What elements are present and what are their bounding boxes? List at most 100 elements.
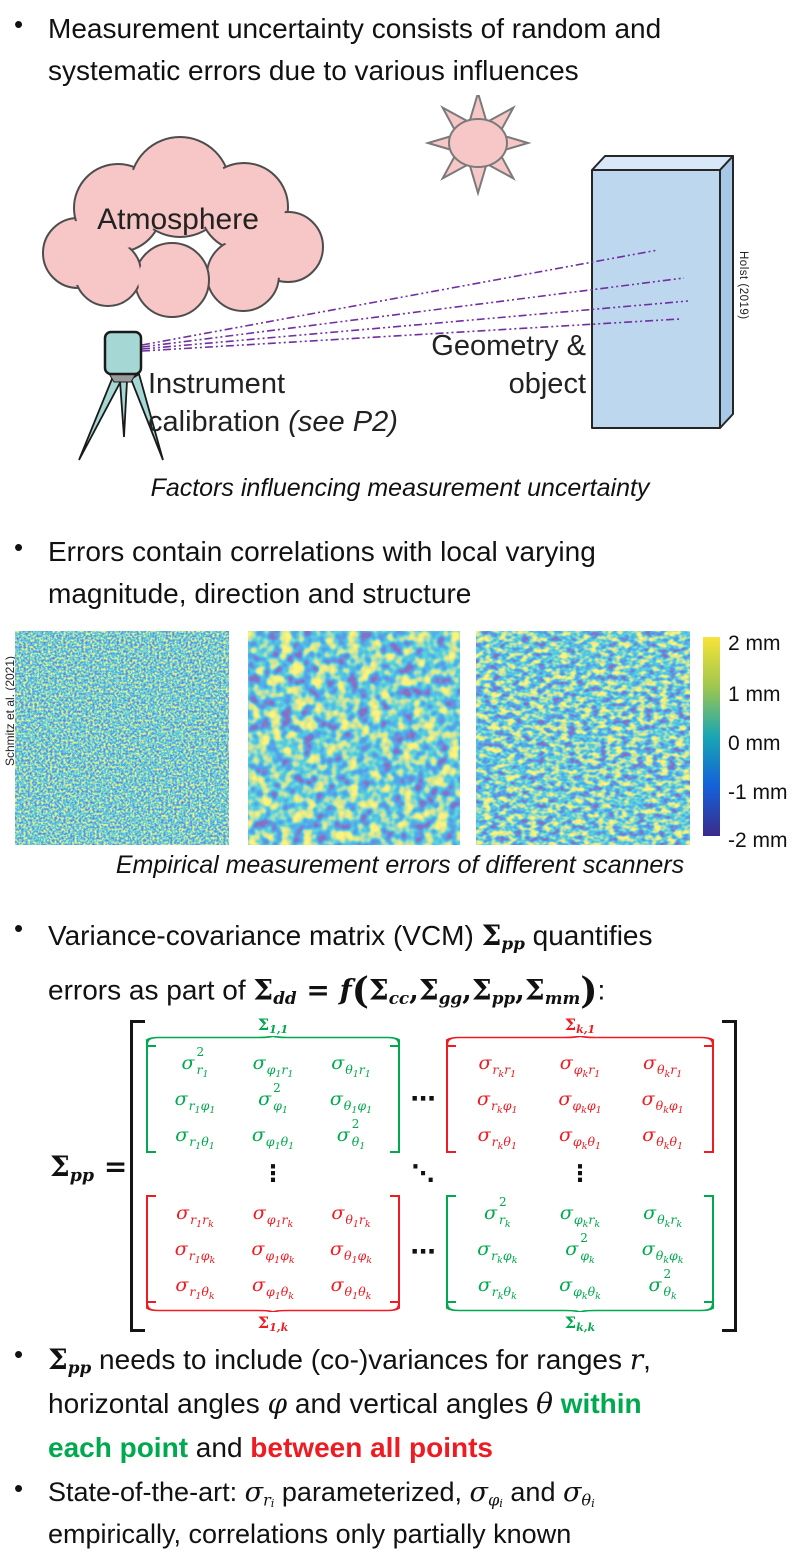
bullet2: • Errors contain correlations with local…: [14, 531, 792, 615]
matrix-cell: σ 2 θk: [648, 1267, 677, 1303]
matrix-cell: σ r1rk: [176, 1201, 214, 1230]
matrix-cell: σ r1θ1: [175, 1123, 215, 1152]
uncertainty-factors-diagram: [42, 95, 734, 461]
bullet3-text: Variance-covariance matrix (VCM) Σpp qua…: [48, 919, 653, 1012]
bullet4: • Σpp needs to include (co-)variances fo…: [14, 1338, 792, 1470]
matrix-cell: σ θ1φk: [329, 1237, 373, 1266]
matrix-block-k-1: Σk,1 σ rkr1 σ φkr1 σ θkr1 σ rkφ1 σ φkφ1 σ θkφ1 σ rkθ1…: [446, 1014, 714, 1153]
bullet-marker: •: [14, 1339, 24, 1369]
matrix-cell: σ r1φk: [174, 1237, 216, 1266]
matrix-cell: σ rkφ1: [477, 1087, 518, 1116]
bullet5: • State-of-the-art: σri parameterized, σ…: [14, 1472, 792, 1556]
matrix-cell: σ θ1r1: [331, 1051, 371, 1080]
matrix-cell: σ θkφk: [641, 1237, 684, 1266]
error-map-3: [476, 631, 690, 845]
block-left-bracket: [446, 1045, 456, 1153]
geometry-object-label: Geometry & object: [431, 330, 586, 401]
vcm-matrix: Σpp = Σ1,1 σ 2 r1 σ φ1r1 σ θ1r1 σ r1φ1 σ 2 φ1 σ θ1φ1 σ…: [0, 1014, 800, 1344]
matrix-cell: σ r1φ1: [174, 1087, 216, 1116]
matrix-cell: σ 2 r1: [181, 1045, 209, 1081]
horizontal-dots: ⋯: [410, 1237, 436, 1266]
matrix-cell: σ θ1φ1: [329, 1087, 373, 1116]
vertical-dots: ⋮: [261, 1161, 285, 1187]
colorbar: [703, 637, 720, 836]
matrix-right-bracket: [722, 1020, 737, 1332]
matrix-block-label: Σ1,1: [257, 1015, 289, 1036]
block-right-bracket: [704, 1195, 714, 1303]
matrix-block-label: Σ1,k: [257, 1313, 289, 1334]
matrix-cell: σ φkφ1: [558, 1087, 602, 1116]
matrix-slot-bottom-left: Σ1,k σ r1rk σ φ1rk σ θ1rk σ r1φk σ φ1φk σ θ1φk σ r1θk…: [146, 1195, 400, 1334]
bullet1-text: Measurement uncertainty consists of rand…: [48, 13, 662, 86]
underbrace: [446, 1303, 714, 1312]
colorbar-label: 1 mm: [728, 683, 781, 706]
matrix-cell: σ φ1θk: [251, 1273, 295, 1302]
matrix-cell: σ φ1θ1: [251, 1123, 295, 1152]
matrix-cell: σ 2 rk: [483, 1195, 511, 1231]
matrix-cell: σ θ1θk: [330, 1273, 372, 1302]
matrix-slot-top-right: Σk,1 σ rkr1 σ φkr1 σ θkr1 σ rkφ1 σ φkφ1 σ θkφ1 σ rkθ1…: [446, 1014, 714, 1153]
vertical-dots: ⋮: [568, 1161, 592, 1187]
horizontal-dots: ⋯: [410, 1084, 436, 1113]
matrix-cell: σ φkrk: [559, 1201, 601, 1230]
matrix-cell: σ 2 φk: [565, 1231, 595, 1267]
matrix-block-1-1: Σ1,1 σ 2 r1 σ φ1r1 σ θ1r1 σ r1φ1 σ 2 φ1 σ θ1φ1 σ r1θ1 σ φ…: [146, 1014, 400, 1153]
error-maps-figure: Schmitz et al. (2021): [0, 631, 800, 852]
sigma-pp-lhs: Σpp =: [50, 1150, 128, 1187]
matrix-cell: σ r1θk: [175, 1273, 215, 1302]
sun-icon: [424, 95, 532, 197]
matrix-grid: Σ1,1 σ 2 r1 σ φ1r1 σ θ1r1 σ r1φ1 σ 2 φ1 σ θ1φ1 σ r1θ1 σ φ…: [146, 1014, 714, 1334]
matrix-cell: σ rkθ1: [477, 1123, 517, 1152]
matrix-cell: σ θkθ1: [642, 1123, 684, 1152]
matrix-cell: σ rkφk: [477, 1237, 518, 1266]
atmosphere-label: Atmosphere: [97, 203, 259, 236]
matrix-block-1-k: Σ1,k σ r1rk σ φ1rk σ θ1rk σ r1φk σ φ1φk σ θ1φk σ r1θk…: [146, 1195, 400, 1334]
matrix-cell: σ 2 φ1: [258, 1081, 288, 1117]
object-box: [591, 155, 734, 429]
matrix-cell: σ θkrk: [643, 1201, 683, 1230]
matrix-left-bracket: [130, 1020, 145, 1332]
colorbar-label: -1 mm: [728, 781, 788, 804]
block-right-bracket: [390, 1045, 400, 1153]
block-right-bracket: [704, 1045, 714, 1153]
bullet5-text: State-of-the-art: σri parameterized, σφi…: [48, 1477, 595, 1549]
matrix-block-label: Σk,1: [564, 1015, 596, 1036]
matrix-cell: σ φkθ1: [558, 1123, 602, 1152]
colorbar-label: -2 mm: [728, 829, 788, 852]
matrix-cell: σ θkφ1: [641, 1087, 684, 1116]
underbrace: [146, 1303, 400, 1312]
bullet-marker: •: [14, 532, 24, 562]
matrix-cell: σ 2 θ1: [336, 1117, 366, 1153]
bullet-marker: •: [14, 913, 24, 943]
matrix-cell: σ φkθk: [559, 1273, 601, 1302]
bullet1: • Measurement uncertainty consists of ra…: [14, 8, 792, 92]
scanner-icon: [78, 330, 164, 461]
bullet2-text: Errors contain correlations with local v…: [48, 536, 596, 609]
block-left-bracket: [446, 1195, 456, 1303]
bullet3: • Variance-covariance matrix (VCM) Σpp q…: [14, 912, 792, 1021]
matrix-cell: σ rkr1: [478, 1051, 517, 1080]
matrix-slot-top-left: Σ1,1 σ 2 r1 σ φ1r1 σ θ1r1 σ r1φ1 σ 2 φ1 σ θ1φ1 σ r1θ1 σ φ…: [146, 1014, 400, 1153]
matrix-cell: σ θkr1: [643, 1051, 683, 1080]
error-maps-caption: Empirical measurement errors of differen…: [115, 851, 685, 879]
diagram-caption: Factors influencing measurement uncertai…: [150, 474, 650, 502]
matrix-cell: σ rkθk: [477, 1273, 517, 1302]
block-left-bracket: [146, 1045, 156, 1153]
matrix-cell: σ θ1rk: [331, 1201, 371, 1230]
instrument-calibration-label: Instrument calibration (see P2): [148, 368, 398, 439]
colorbar-label: 2 mm: [728, 632, 781, 655]
error-map-1: [15, 631, 229, 845]
matrix-cell: σ φ1φk: [251, 1237, 295, 1266]
bullet-marker: •: [14, 9, 24, 39]
block-left-bracket: [146, 1195, 156, 1303]
overbrace: [446, 1036, 714, 1045]
block-right-bracket: [390, 1195, 400, 1303]
diagonal-dots: ⋱: [411, 1161, 435, 1187]
matrix-cell: σ φ1rk: [252, 1201, 294, 1230]
matrix-slot-bottom-right: Σk,k σ 2 rk σ φkrk σ θkrk σ rkφk σ 2 φk σ θkφk σ rkθk σ φ…: [446, 1195, 714, 1334]
holst-credit: Holst (2019): [737, 251, 749, 320]
matrix-block-label: Σk,k: [564, 1313, 596, 1334]
laser-beams: [141, 249, 689, 352]
error-map-2: [248, 631, 460, 845]
